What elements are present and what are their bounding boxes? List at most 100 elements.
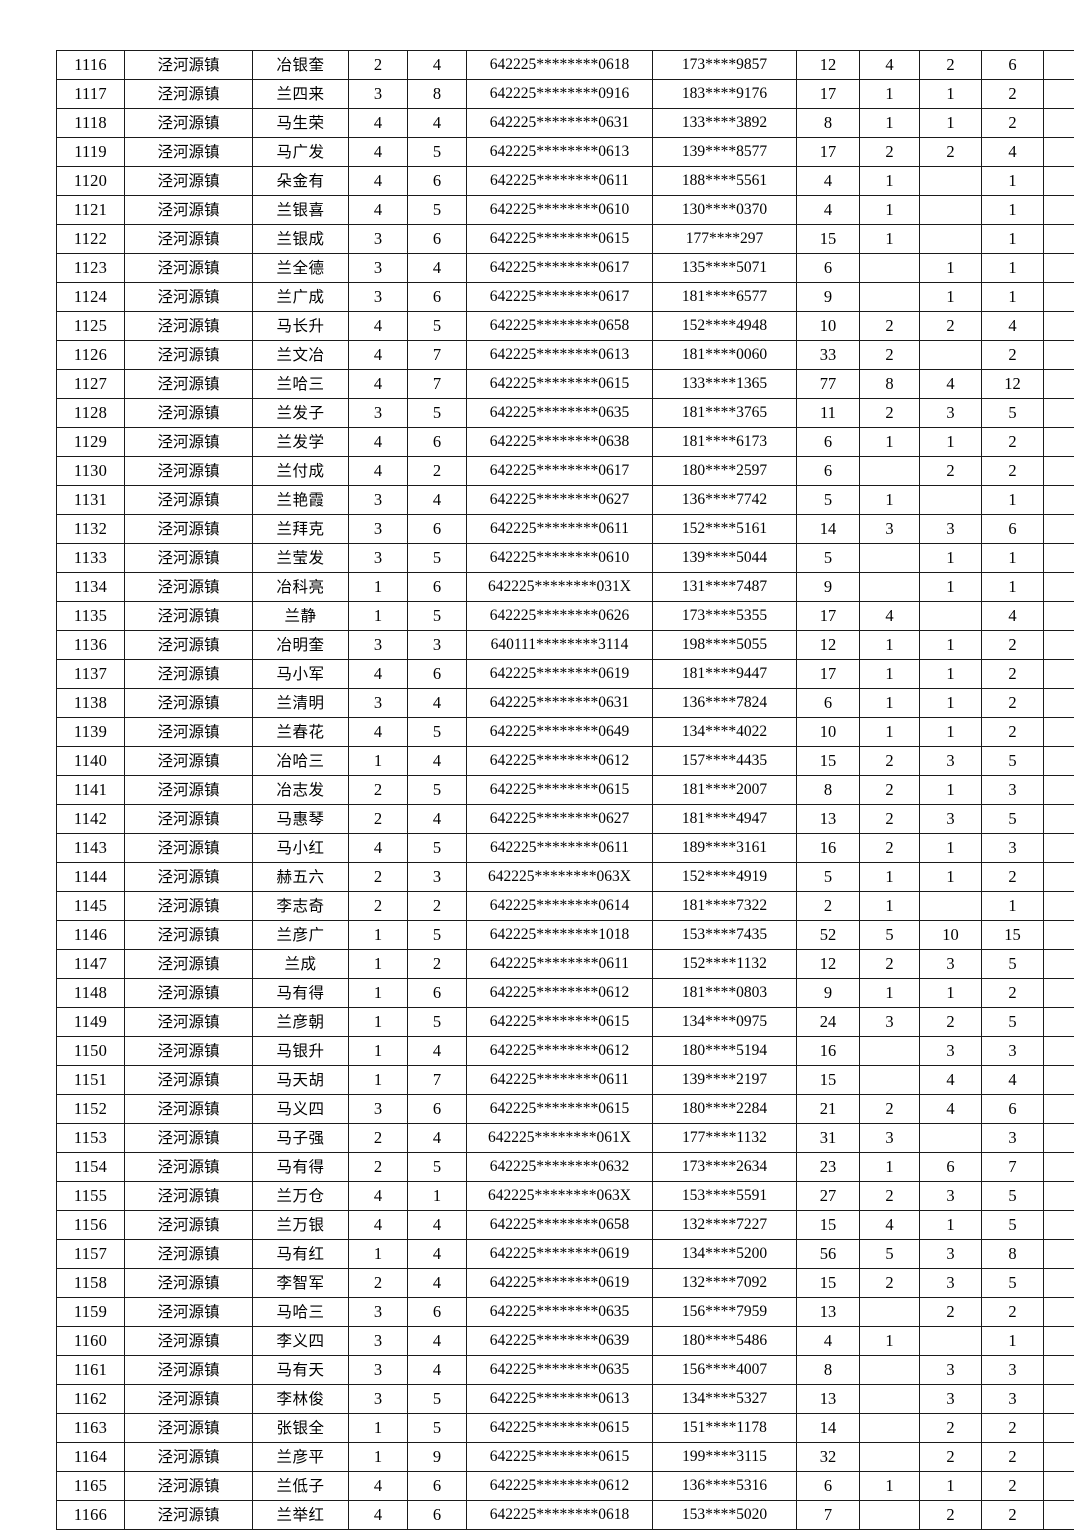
cell-id-number: 642225********0613 — [467, 1385, 653, 1414]
cell-value-total: 5 — [982, 950, 1044, 979]
cell-township: 泾河源镇 — [125, 834, 253, 863]
cell-category: 4 — [349, 109, 408, 138]
cell-value-2 — [860, 1066, 920, 1095]
cell-remark — [1044, 602, 1074, 631]
cell-value-total: 3 — [982, 1037, 1044, 1066]
cell-household-size: 8 — [408, 80, 467, 109]
cell-value-3: 1 — [920, 1211, 982, 1240]
cell-sequence: 1157 — [57, 1240, 125, 1269]
cell-person-name: 张银全 — [253, 1414, 349, 1443]
cell-person-name: 马长升 — [253, 312, 349, 341]
cell-value-3: 3 — [920, 1269, 982, 1298]
cell-township: 泾河源镇 — [125, 428, 253, 457]
cell-household-size: 4 — [408, 1356, 467, 1385]
cell-household-size: 1 — [408, 1182, 467, 1211]
cell-sequence: 1159 — [57, 1298, 125, 1327]
cell-person-name: 兰彦朝 — [253, 1008, 349, 1037]
cell-value-2: 1 — [860, 196, 920, 225]
cell-person-name: 马有天 — [253, 1356, 349, 1385]
cell-remark — [1044, 1327, 1074, 1356]
cell-phone-number: 188****5561 — [653, 167, 797, 196]
cell-person-name: 兰发学 — [253, 428, 349, 457]
cell-person-name: 兰低子 — [253, 1472, 349, 1501]
cell-township: 泾河源镇 — [125, 167, 253, 196]
cell-sequence: 1134 — [57, 573, 125, 602]
cell-value-2 — [860, 1414, 920, 1443]
cell-category: 4 — [349, 660, 408, 689]
cell-household-size: 6 — [408, 573, 467, 602]
cell-phone-number: 181****0060 — [653, 341, 797, 370]
cell-value-2: 3 — [860, 1008, 920, 1037]
cell-value-1: 52 — [797, 921, 860, 950]
cell-value-2: 5 — [860, 1240, 920, 1269]
cell-id-number: 642225********0615 — [467, 370, 653, 399]
cell-household-size: 5 — [408, 1153, 467, 1182]
cell-value-3: 2 — [920, 1443, 982, 1472]
cell-value-3: 1 — [920, 979, 982, 1008]
cell-id-number: 642225********0627 — [467, 486, 653, 515]
cell-township: 泾河源镇 — [125, 341, 253, 370]
cell-value-total: 1 — [982, 1327, 1044, 1356]
cell-value-3: 2 — [920, 138, 982, 167]
cell-value-2: 1 — [860, 80, 920, 109]
cell-value-total: 6 — [982, 51, 1044, 80]
cell-household-size: 5 — [408, 776, 467, 805]
cell-value-1: 10 — [797, 718, 860, 747]
cell-category: 3 — [349, 80, 408, 109]
cell-value-total: 5 — [982, 1211, 1044, 1240]
cell-value-3 — [920, 1327, 982, 1356]
cell-value-3: 2 — [920, 1414, 982, 1443]
cell-category: 4 — [349, 196, 408, 225]
cell-phone-number: 181****4947 — [653, 805, 797, 834]
cell-person-name: 马子强 — [253, 1124, 349, 1153]
cell-value-total: 1 — [982, 196, 1044, 225]
cell-value-1: 14 — [797, 1414, 860, 1443]
cell-household-size: 4 — [408, 51, 467, 80]
cell-value-1: 2 — [797, 892, 860, 921]
cell-person-name: 兰银成 — [253, 225, 349, 254]
cell-phone-number: 177****297 — [653, 225, 797, 254]
cell-remark — [1044, 80, 1074, 109]
cell-remark — [1044, 283, 1074, 312]
cell-id-number: 642225********061X — [467, 1124, 653, 1153]
cell-person-name: 马小军 — [253, 660, 349, 689]
cell-phone-number: 183****9176 — [653, 80, 797, 109]
cell-value-total: 2 — [982, 341, 1044, 370]
cell-sequence: 1135 — [57, 602, 125, 631]
cell-household-size: 5 — [408, 718, 467, 747]
cell-remark — [1044, 1066, 1074, 1095]
cell-id-number: 642225********0611 — [467, 950, 653, 979]
cell-person-name: 马义四 — [253, 1095, 349, 1124]
cell-id-number: 642225********0618 — [467, 51, 653, 80]
cell-sequence: 1166 — [57, 1501, 125, 1530]
cell-id-number: 642225********0658 — [467, 312, 653, 341]
cell-person-name: 兰文冶 — [253, 341, 349, 370]
cell-value-2: 3 — [860, 1124, 920, 1153]
cell-category: 4 — [349, 341, 408, 370]
cell-value-1: 17 — [797, 660, 860, 689]
cell-value-3 — [920, 225, 982, 254]
cell-township: 泾河源镇 — [125, 776, 253, 805]
cell-township: 泾河源镇 — [125, 138, 253, 167]
cell-value-1: 8 — [797, 109, 860, 138]
cell-phone-number: 152****4919 — [653, 863, 797, 892]
cell-phone-number: 151****1178 — [653, 1414, 797, 1443]
cell-value-total: 3 — [982, 1385, 1044, 1414]
cell-household-size: 5 — [408, 834, 467, 863]
cell-value-3: 1 — [920, 109, 982, 138]
cell-value-1: 9 — [797, 573, 860, 602]
cell-id-number: 642225********0635 — [467, 399, 653, 428]
cell-phone-number: 131****7487 — [653, 573, 797, 602]
cell-value-3: 3 — [920, 1385, 982, 1414]
cell-phone-number: 177****1132 — [653, 1124, 797, 1153]
